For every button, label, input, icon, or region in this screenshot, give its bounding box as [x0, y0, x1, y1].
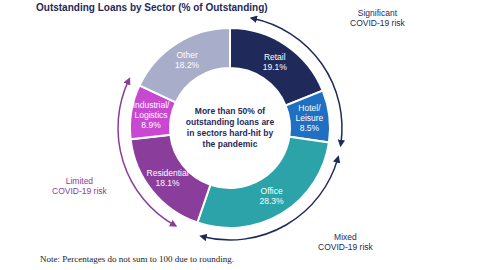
- svg-text:Industrial/Logistics8.9%: Industrial/Logistics8.9%: [133, 100, 170, 130]
- svg-text:Retail19.1%: Retail19.1%: [263, 52, 288, 72]
- html-text:Limited: Limited: [65, 176, 94, 186]
- html-text:COVID-19 risk: COVID-19 risk: [350, 18, 405, 28]
- html-text:COVID-19 risk: COVID-19 risk: [318, 242, 373, 252]
- html-text:Note: Percentages do not sum t: Note: Percentages do not sum to 100 due …: [40, 254, 234, 264]
- html-text:Outstanding Loans by Sector (%: Outstanding Loans by Sector (% of Outsta…: [36, 2, 268, 13]
- svg-text:Other18.2%: Other18.2%: [175, 50, 200, 70]
- html-text:More than 50% of outstanding l: More than 50% of outstanding loans are i…: [185, 106, 275, 149]
- svg-text:Office28.3%: Office28.3%: [260, 186, 285, 206]
- svg-text:Residential18.1%: Residential18.1%: [147, 168, 189, 188]
- svg-text:Hotel/Leisure8.5%: Hotel/Leisure8.5%: [295, 103, 323, 133]
- html-text:COVID-19 risk: COVID-19 risk: [52, 186, 107, 196]
- html-text:Mixed: Mixed: [334, 232, 357, 242]
- html-text:Significant: Significant: [357, 8, 397, 18]
